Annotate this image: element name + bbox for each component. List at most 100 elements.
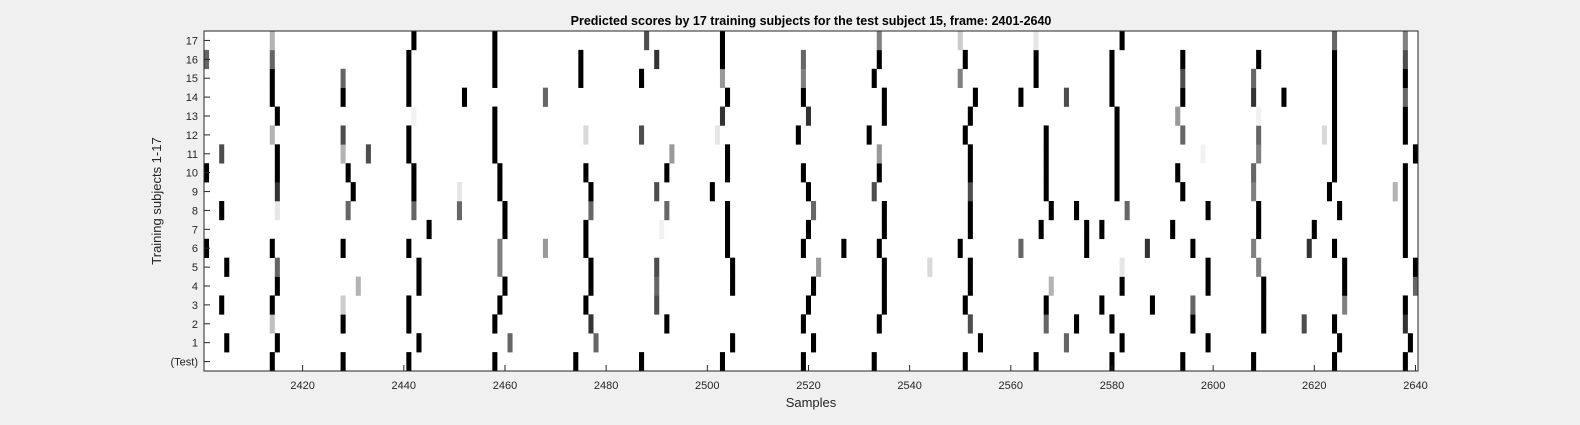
heatmap-cell [719,49,726,70]
heatmap-cell [1332,87,1338,107]
heatmap-cell [1175,106,1181,126]
heatmap-cell [456,182,462,202]
heatmap-cell [492,352,498,372]
x-axis: 2420 2440 2460 2480 2500 2520 2540 2560 2580 2600… [290,365,1428,392]
heatmap-cell [411,182,417,202]
heatmap-cell [876,314,882,334]
y-tick-label: 12 [186,130,198,142]
heatmap-cell [406,295,412,315]
heatmap-cell [269,352,275,372]
heatmap-cell [269,49,275,70]
heatmap-cell [573,352,579,372]
heatmap-cell [1251,68,1257,88]
heatmap-cell [1109,49,1115,70]
x-tick-label: 2580 [1100,380,1124,392]
heatmap-cell [639,68,645,88]
heatmap-cell [881,295,887,315]
heatmap-cell [345,163,351,183]
heatmap-cell [1332,144,1338,164]
y-tick-label: 7 [192,224,198,236]
heatmap-cell [800,314,806,334]
heatmap-cell [1326,182,1333,202]
heatmap-cell [492,144,498,164]
heatmap-cell [1261,276,1267,296]
heatmap-cell [340,68,346,88]
heatmap-cell [1114,144,1120,164]
x-tick-label: 2560 [999,380,1023,392]
heatmap-cell [1033,31,1039,51]
heatmap-cell [1402,219,1408,240]
heatmap-cell [1402,238,1408,258]
heatmap-cell [962,352,968,372]
heatmap-cell [350,182,356,202]
heatmap-cell [583,163,589,183]
heatmap-cell [664,163,670,183]
heatmap-cell [578,49,584,70]
heatmap-cell [664,201,670,221]
heatmap-cell [416,333,422,353]
heatmap-cell [800,238,806,258]
heatmap-cell [730,257,736,277]
heatmap-cell [725,163,731,183]
x-tick-label: 2500 [695,380,719,392]
y-tick-label: 6 [192,243,198,255]
heatmap-cell [1048,276,1054,296]
heatmap-cell [1119,257,1125,277]
heatmap-cell [1124,201,1130,221]
heatmap-cell [1114,163,1120,183]
heatmap-cell [406,87,412,107]
heatmap-cell [1306,238,1312,258]
heatmap-cell [1018,87,1024,107]
heatmap-cell [639,125,645,145]
x-tick-label: 2420 [290,380,314,392]
heatmap-cell [967,257,973,277]
x-tick-label: 2440 [392,380,416,392]
heatmap-cell [1256,201,1262,221]
heatmap-cell [1114,106,1120,126]
heatmap-cell [654,257,660,277]
heatmap-cell [1190,295,1196,315]
x-tick-label: 2460 [493,380,517,392]
heatmap-cell [1332,31,1338,51]
heatmap-cell [1190,238,1196,258]
heatmap-cell [340,144,346,164]
heatmap-cell [709,182,715,202]
heatmap-cell [492,31,498,51]
heatmap-cell [224,257,230,277]
heatmap-cell [1337,333,1343,353]
heatmap-cell [1063,87,1069,107]
heatmap-cell [876,144,882,164]
heatmap-cell [725,238,731,258]
heatmap-cell [274,106,280,126]
heatmap-cell [967,163,973,183]
heatmap-cell [654,49,660,70]
heatmap-cell [654,182,660,202]
heatmap-cell [583,295,589,315]
heatmap-cell [1402,314,1408,334]
heatmap-cell [1205,276,1211,296]
heatmap-cell [1114,182,1120,202]
heatmap-cell [492,125,498,145]
heatmap-cell [1119,31,1125,51]
plot-frame [203,30,1419,372]
heatmap-cell [1149,295,1155,315]
heatmap-cell [639,352,645,372]
heatmap-cell [1332,314,1338,334]
heatmap-cell [714,125,720,145]
heatmap-cell [719,68,726,88]
y-tick-label: 13 [186,111,198,123]
heatmap-cell [805,106,811,126]
y-tick-label: 5 [192,262,198,274]
y-tick-label: 15 [186,73,198,85]
y-tick-label: 14 [186,92,198,104]
heatmap-cell [962,295,968,315]
heatmap-cell [881,87,887,107]
heatmap-cell [269,314,275,334]
heatmap-cell [416,276,422,296]
heatmap-cell [461,87,468,107]
heatmap-cell [1402,125,1408,145]
heatmap-cell [719,352,726,372]
heatmap-cell [1256,106,1262,126]
heatmap-cell [274,276,280,296]
heatmap-cell [1301,314,1307,334]
